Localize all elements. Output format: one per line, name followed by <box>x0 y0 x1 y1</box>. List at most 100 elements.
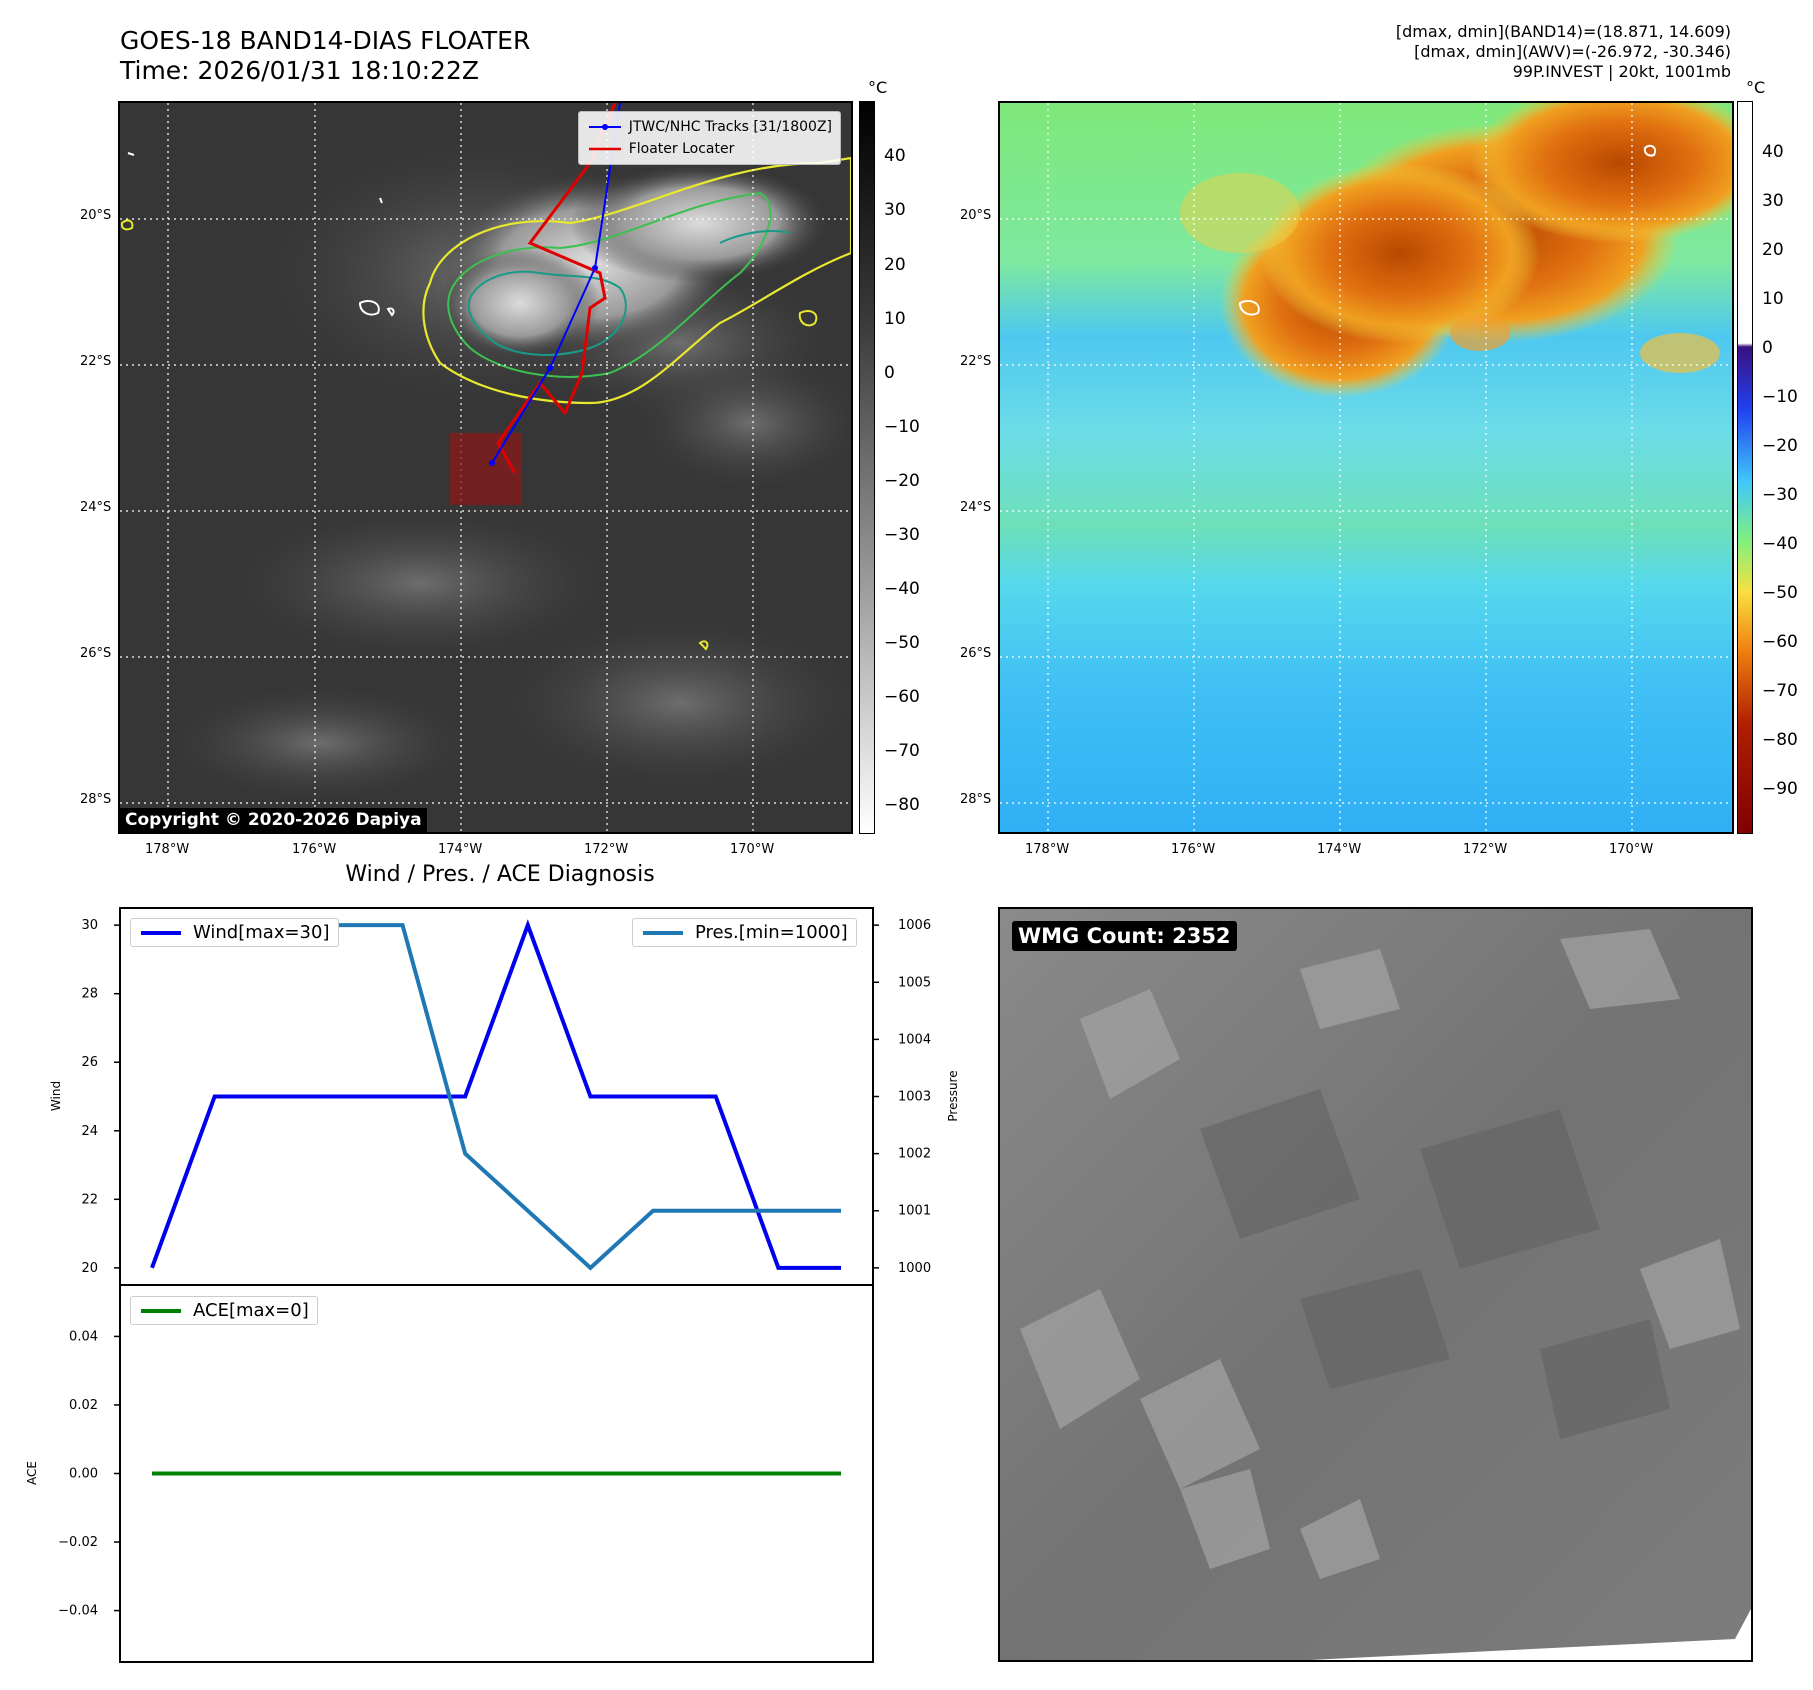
wind-tick-label: 30 <box>81 918 98 933</box>
pressure-tick-label: 1005 <box>898 975 931 990</box>
lon-label: 176°W <box>1171 842 1216 857</box>
floater-locater-line <box>496 103 617 474</box>
colorbar-tick: 40 <box>1762 142 1784 162</box>
colorbar-tick: −30 <box>884 525 920 545</box>
lat-label: 26°S <box>80 646 112 661</box>
ace-legend: ACE[max=0] <box>130 1296 318 1325</box>
lat-label: 24°S <box>960 500 992 515</box>
lat-label: 20°S <box>80 208 112 223</box>
legend-floater: Floater Locater <box>587 138 832 160</box>
colorbar-tick: 30 <box>1762 191 1784 211</box>
lat-label: 28°S <box>960 792 992 807</box>
lon-label: 178°W <box>1025 842 1070 857</box>
awv-map <box>1000 103 1732 832</box>
title-line-2: Time: 2026/01/31 18:10:22Z <box>120 56 479 85</box>
diagnosis-chart: 20 22 24 26 28 30 1000 1001 1002 1003 1004 1005 1006… <box>25 907 960 1663</box>
lon-label: 170°W <box>1609 842 1654 857</box>
track-line-icon <box>588 124 621 130</box>
title-line-1: GOES-18 BAND14-DIAS FLOATER <box>120 26 531 55</box>
colorbar-tick: 40 <box>884 146 906 166</box>
wind-tick-label: 24 <box>81 1124 98 1139</box>
colorbar-tick: −80 <box>1762 730 1798 750</box>
colorbar-tick: −30 <box>1762 485 1798 505</box>
floater-box <box>450 433 522 505</box>
map-legend: JTWC/NHC Tracks [31/1800Z] Floater Locat… <box>577 111 841 165</box>
colorbar-tick: −90 <box>1762 779 1798 799</box>
colorbar-tick: −50 <box>1762 583 1798 603</box>
colorbar-tick: −70 <box>1762 681 1798 701</box>
colorbar-tick: 0 <box>884 363 895 383</box>
colorbar-tick: 10 <box>1762 289 1784 309</box>
ir-map-panel: JTWC/NHC Tracks [31/1800Z] Floater Locat… <box>118 101 853 834</box>
colorbar-tick: 10 <box>884 309 906 329</box>
lon-label: 174°W <box>438 842 483 857</box>
pressure-legend: Pres.[min=1000] <box>632 918 857 947</box>
ace-legend-line-icon <box>141 1308 181 1313</box>
colorbar-tick: −70 <box>884 741 920 761</box>
wind-series-line <box>150 919 841 1270</box>
wmg-image <box>1000 909 1751 1660</box>
colorbar-tick: −40 <box>884 579 920 599</box>
info-line-1: [dmax, dmin](BAND14)=(18.871, 14.609) <box>1395 22 1731 41</box>
lon-label: 172°W <box>584 842 629 857</box>
wind-tick-label: 20 <box>81 1261 98 1276</box>
pressure-tick-label: 1006 <box>898 918 931 933</box>
lat-label: 22°S <box>960 354 992 369</box>
colorbar-tick: −20 <box>884 471 920 491</box>
colorbar-tick: 20 <box>1762 240 1784 260</box>
colorbar-tick: 0 <box>1762 338 1773 358</box>
ace-tick-label: 0.02 <box>69 1398 98 1413</box>
ace-tick-label: 0.00 <box>69 1467 98 1482</box>
colorbar-tick: 30 <box>884 200 906 220</box>
pressure-tick-label: 1002 <box>898 1147 931 1162</box>
wind-tick-label: 22 <box>81 1192 98 1207</box>
wind-axis-label: Wind <box>49 1081 63 1111</box>
colorbar-tick: −20 <box>1762 436 1798 456</box>
lat-label: 22°S <box>80 354 112 369</box>
colorbar-tick: −50 <box>884 633 920 653</box>
colorbar-tick: −10 <box>884 417 920 437</box>
colorbar-tick: 20 <box>884 255 906 275</box>
ace-tick-label: −0.04 <box>58 1604 98 1619</box>
ace-tick-label: 0.04 <box>69 1329 98 1344</box>
figure-title: GOES-18 BAND14-DIAS FLOATER Time: 2026/0… <box>120 26 530 86</box>
info-line-2: [dmax, dmin](AWV)=(-26.972, -30.346) <box>1414 42 1731 61</box>
pressure-tick-label: 1003 <box>898 1090 931 1105</box>
lat-label: 26°S <box>960 646 992 661</box>
wind-tick-label: 26 <box>81 1055 98 1070</box>
wmg-count-badge: WMG Count: 2352 <box>1012 921 1237 951</box>
left-colorbar <box>859 101 875 834</box>
diagnosis-title: Wind / Pres. / ACE Diagnosis <box>345 862 655 887</box>
wind-tick-label: 28 <box>81 987 98 1002</box>
right-colorbar-unit: °C <box>1746 78 1766 97</box>
wind-legend-line-icon <box>141 930 181 935</box>
pressure-tick-label: 1004 <box>898 1032 931 1047</box>
right-colorbar <box>1737 101 1753 834</box>
lon-label: 170°W <box>730 842 775 857</box>
pressure-tick-label: 1001 <box>898 1204 931 1219</box>
lat-label: 28°S <box>80 792 112 807</box>
colorbar-tick: −80 <box>884 795 920 815</box>
pressure-tick-label: 1000 <box>898 1261 931 1276</box>
lon-label: 176°W <box>292 842 337 857</box>
lon-label: 172°W <box>1463 842 1508 857</box>
ir-map <box>120 103 851 832</box>
colorbar-tick: −10 <box>1762 387 1798 407</box>
colorbar-tick: −60 <box>884 687 920 707</box>
legend-tracks: JTWC/NHC Tracks [31/1800Z] <box>587 116 832 138</box>
wind-legend: Wind[max=30] <box>130 918 339 947</box>
lat-label: 20°S <box>960 208 992 223</box>
lon-label: 174°W <box>1317 842 1362 857</box>
stats-info: [dmax, dmin](BAND14)=(18.871, 14.609) [d… <box>1396 22 1731 82</box>
wmg-panel: WMG Count: 2352 <box>998 907 1753 1662</box>
ace-tick-label: −0.02 <box>58 1535 98 1550</box>
copyright-badge: Copyright © 2020-2026 Dapiya <box>120 808 427 832</box>
left-colorbar-unit: °C <box>868 78 888 97</box>
colorbar-tick: −40 <box>1762 534 1798 554</box>
pressure-legend-line-icon <box>643 930 683 935</box>
lat-label: 24°S <box>80 500 112 515</box>
floater-line-icon <box>588 147 621 151</box>
awv-map-panel <box>998 101 1734 834</box>
lon-label: 178°W <box>145 842 190 857</box>
pressure-axis-label: Pressure <box>946 1070 960 1121</box>
